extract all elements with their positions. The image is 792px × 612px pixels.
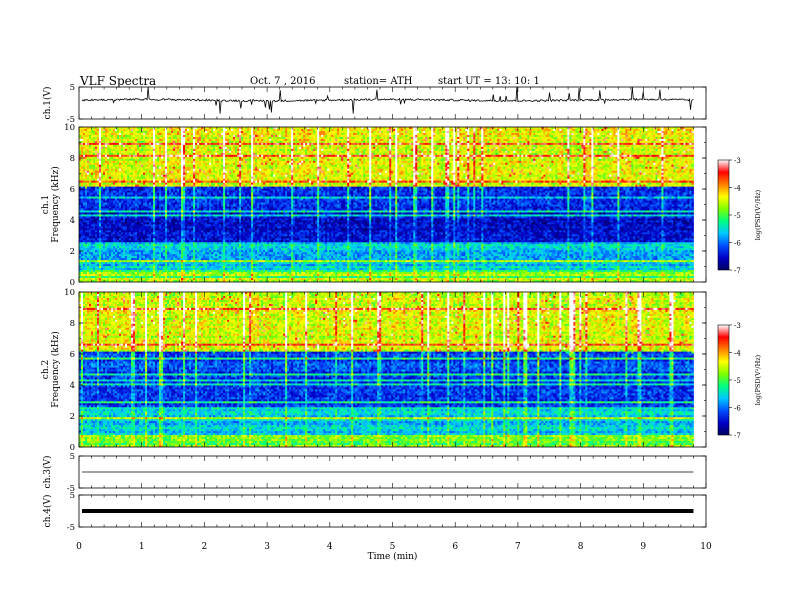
y-tick-label: 10	[64, 288, 75, 298]
colorbar-tick-label: -3	[734, 322, 741, 330]
y-tick-label: 5	[70, 83, 75, 93]
ch1-spectrogram	[79, 127, 706, 282]
colorbar-tick-label: -4	[734, 185, 741, 193]
y-tick-label: 4	[70, 381, 75, 391]
channel-label: ch.1	[41, 195, 51, 214]
start-time-label: start UT = 13: 10: 1	[438, 76, 540, 87]
colorbar-label: log(PSD(V²/Hz)	[754, 189, 762, 240]
colorbar-tick-label: -7	[734, 432, 741, 440]
colorbar-1	[717, 159, 730, 271]
x-axis-label: Time (min)	[368, 551, 418, 562]
x-tick-label: 3	[264, 542, 270, 552]
frequency-axis-label: Frequency (kHz)	[50, 331, 61, 408]
x-tick-label: 10	[700, 542, 712, 552]
y-tick-label: 5	[70, 452, 75, 462]
channel-label: ch.2	[41, 360, 51, 379]
y-tick-label: 4	[70, 216, 75, 226]
y-tick-label: 6	[70, 185, 75, 195]
x-tick-label: 9	[640, 542, 646, 552]
channel-voltage-label: ch.4(V)	[42, 495, 53, 528]
x-tick-label: 7	[515, 542, 521, 552]
colorbar-2	[717, 324, 730, 436]
ch1-trace	[81, 86, 694, 114]
frequency-axis-label: Frequency (kHz)	[50, 166, 61, 243]
x-tick-label: 8	[578, 542, 584, 552]
y-tick-label: 8	[70, 154, 75, 164]
x-tick-label: 6	[452, 542, 458, 552]
colorbar-tick-label: -6	[734, 405, 741, 413]
colorbar-tick-label: -6	[734, 240, 741, 248]
y-tick-label: -5	[67, 523, 75, 533]
colorbar-tick-label: -5	[734, 212, 741, 220]
colorbar-label: log(PSD(V²/Hz)	[754, 354, 762, 405]
colorbar-tick-label: -4	[734, 350, 741, 358]
y-tick-label: 0	[70, 278, 75, 288]
y-tick-label: 6	[70, 350, 75, 360]
x-tick-label: 0	[76, 542, 82, 552]
y-tick-label: -5	[67, 484, 75, 494]
x-tick-label: 4	[327, 542, 333, 552]
colorbar-tick-label: -5	[734, 377, 741, 385]
date-label: Oct. 7 , 2016	[250, 76, 316, 87]
channel-voltage-label: ch.3(V)	[42, 456, 53, 489]
ch2-spectrogram	[79, 292, 706, 447]
y-tick-label: 10	[64, 123, 75, 133]
x-tick-label: 2	[202, 542, 208, 552]
figure-title: VLF Spectra	[80, 74, 156, 88]
y-tick-label: 5	[70, 491, 75, 501]
colorbar-tick-label: -3	[734, 157, 741, 165]
x-tick-label: 1	[139, 542, 145, 552]
channel-voltage-label: ch.1(V)	[42, 87, 53, 120]
colorbar-tick-label: -7	[734, 267, 741, 275]
station-label: station= ATH	[344, 76, 412, 87]
y-tick-label: 0	[70, 443, 75, 453]
y-tick-label: 2	[70, 412, 75, 422]
y-tick-label: 2	[70, 247, 75, 257]
x-tick-label: 5	[390, 542, 396, 552]
y-tick-label: 8	[70, 319, 75, 329]
y-tick-label: -5	[67, 115, 75, 125]
